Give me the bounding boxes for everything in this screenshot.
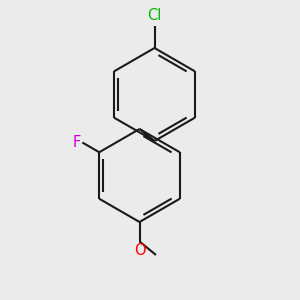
Text: F: F bbox=[73, 135, 81, 150]
Text: Cl: Cl bbox=[147, 8, 162, 23]
Text: O: O bbox=[134, 243, 145, 258]
